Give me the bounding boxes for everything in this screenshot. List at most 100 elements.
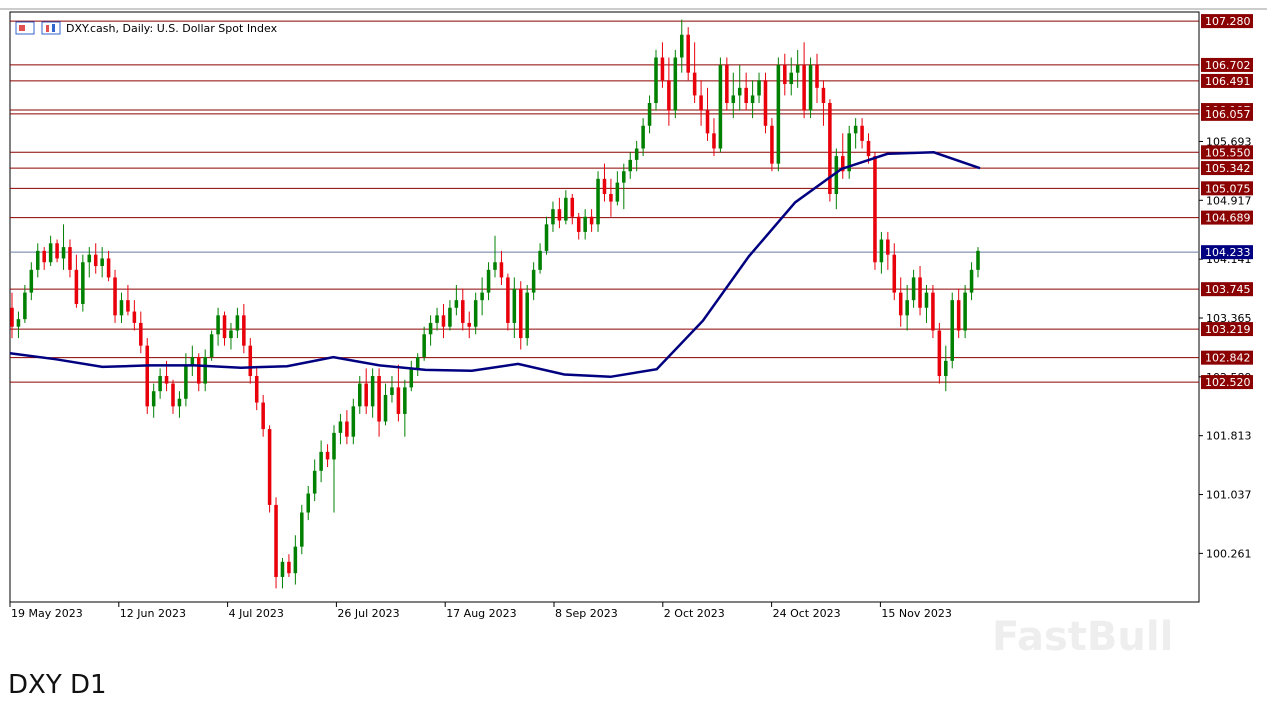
current-price-label: 104.233: [1205, 246, 1251, 259]
candle-body: [770, 125, 774, 164]
candle-body: [287, 561, 291, 574]
candle-body: [55, 243, 59, 259]
watermark-logo: FastBull: [992, 614, 1173, 660]
candle-body: [879, 239, 884, 263]
y-tick-label: 101.813: [1206, 430, 1252, 443]
level-label-bg: [1201, 73, 1253, 88]
candle-body: [776, 65, 781, 164]
candle-body: [486, 269, 491, 293]
candle-body: [808, 65, 813, 111]
candle-body: [190, 357, 195, 365]
level-label: 103.745: [1205, 283, 1251, 296]
candles-icon: [41, 21, 61, 35]
candle-body: [795, 65, 800, 73]
level-label: 106.491: [1205, 75, 1251, 88]
x-tick-label: 8 Sep 2023: [555, 607, 618, 620]
candle-body: [647, 103, 652, 126]
candle-body: [596, 178, 600, 225]
y-tick-label: 103.365: [1206, 312, 1252, 325]
candle-body: [667, 80, 671, 111]
candle-body: [473, 300, 478, 327]
candle-body: [300, 512, 304, 547]
candle-body: [357, 383, 362, 407]
candle-body: [905, 300, 909, 316]
candle-body: [834, 156, 839, 195]
candle-body: [654, 57, 658, 104]
candle-body: [589, 216, 594, 225]
candle-body: [229, 330, 233, 339]
candle-body: [950, 300, 955, 361]
moving-average-line: [9, 151, 981, 379]
candle-body: [551, 209, 555, 225]
x-tick-label: 15 Nov 2023: [881, 607, 951, 620]
candle-body: [531, 269, 536, 293]
candle-body: [956, 300, 961, 331]
candle-body: [660, 57, 665, 81]
candle-body: [512, 288, 517, 323]
candle-body: [570, 197, 575, 217]
candle-body: [602, 178, 607, 195]
candle-body: [467, 322, 472, 327]
candle-body: [583, 216, 587, 232]
candle-body: [81, 262, 85, 304]
candle-body: [319, 451, 323, 471]
level-label-bg: [1201, 282, 1253, 297]
candle-body: [937, 330, 942, 377]
candle-body: [969, 269, 974, 293]
candle-body: [518, 288, 523, 339]
candle-body: [853, 125, 858, 134]
candle-body: [35, 250, 40, 270]
candle-body: [171, 383, 175, 407]
y-tick-label: 100.261: [1206, 547, 1252, 560]
candle-body: [705, 110, 710, 134]
candle-body: [132, 311, 137, 323]
candle-body: [557, 209, 562, 221]
level-label: 103.219: [1205, 323, 1251, 336]
candle-body: [93, 254, 98, 267]
candle-body: [235, 315, 240, 331]
level-label-bg: [1201, 106, 1253, 121]
candle-body: [924, 292, 929, 308]
x-tick-label: 24 Oct 2023: [773, 607, 841, 620]
candle-body: [847, 133, 851, 172]
candle-body: [461, 300, 465, 323]
level-label: 106.057: [1205, 108, 1251, 121]
candle-body: [267, 429, 272, 505]
level-label-bg: [1201, 57, 1253, 72]
candle-body: [415, 357, 420, 369]
candle-body: [254, 376, 259, 403]
current-price-label-bg: [1201, 245, 1253, 260]
level-label: 105.342: [1205, 162, 1251, 175]
candle-body: [802, 65, 806, 111]
level-label: 105.075: [1205, 182, 1251, 195]
candle-body: [68, 247, 72, 270]
candle-body: [544, 224, 549, 251]
candle-body: [113, 277, 117, 316]
candle-body: [164, 376, 169, 384]
level-label-bg: [1201, 161, 1253, 176]
candle-body: [931, 292, 935, 331]
candle-body: [126, 300, 130, 312]
candle-body: [216, 315, 220, 335]
candle-body: [783, 65, 787, 85]
candle-body: [209, 334, 214, 358]
candle-body: [145, 345, 150, 407]
y-tick-label: 105.693: [1206, 135, 1252, 148]
level-label-bg: [1201, 145, 1253, 160]
candle-body: [615, 182, 620, 202]
candle-body: [757, 80, 761, 96]
candle-body: [737, 87, 742, 96]
y-tick-label: 101.037: [1206, 489, 1252, 502]
candle-body: [409, 368, 414, 388]
candle-body: [242, 315, 246, 346]
candle-body: [744, 87, 748, 104]
level-label-bg: [1201, 181, 1253, 196]
candle-body: [976, 250, 980, 270]
candle-body: [325, 451, 330, 460]
candle-body: [911, 277, 916, 301]
candle-body: [840, 156, 845, 172]
candle-body: [158, 376, 162, 392]
level-label-bg: [1201, 210, 1253, 225]
candle-body: [789, 72, 794, 85]
candle-body: [184, 364, 188, 399]
